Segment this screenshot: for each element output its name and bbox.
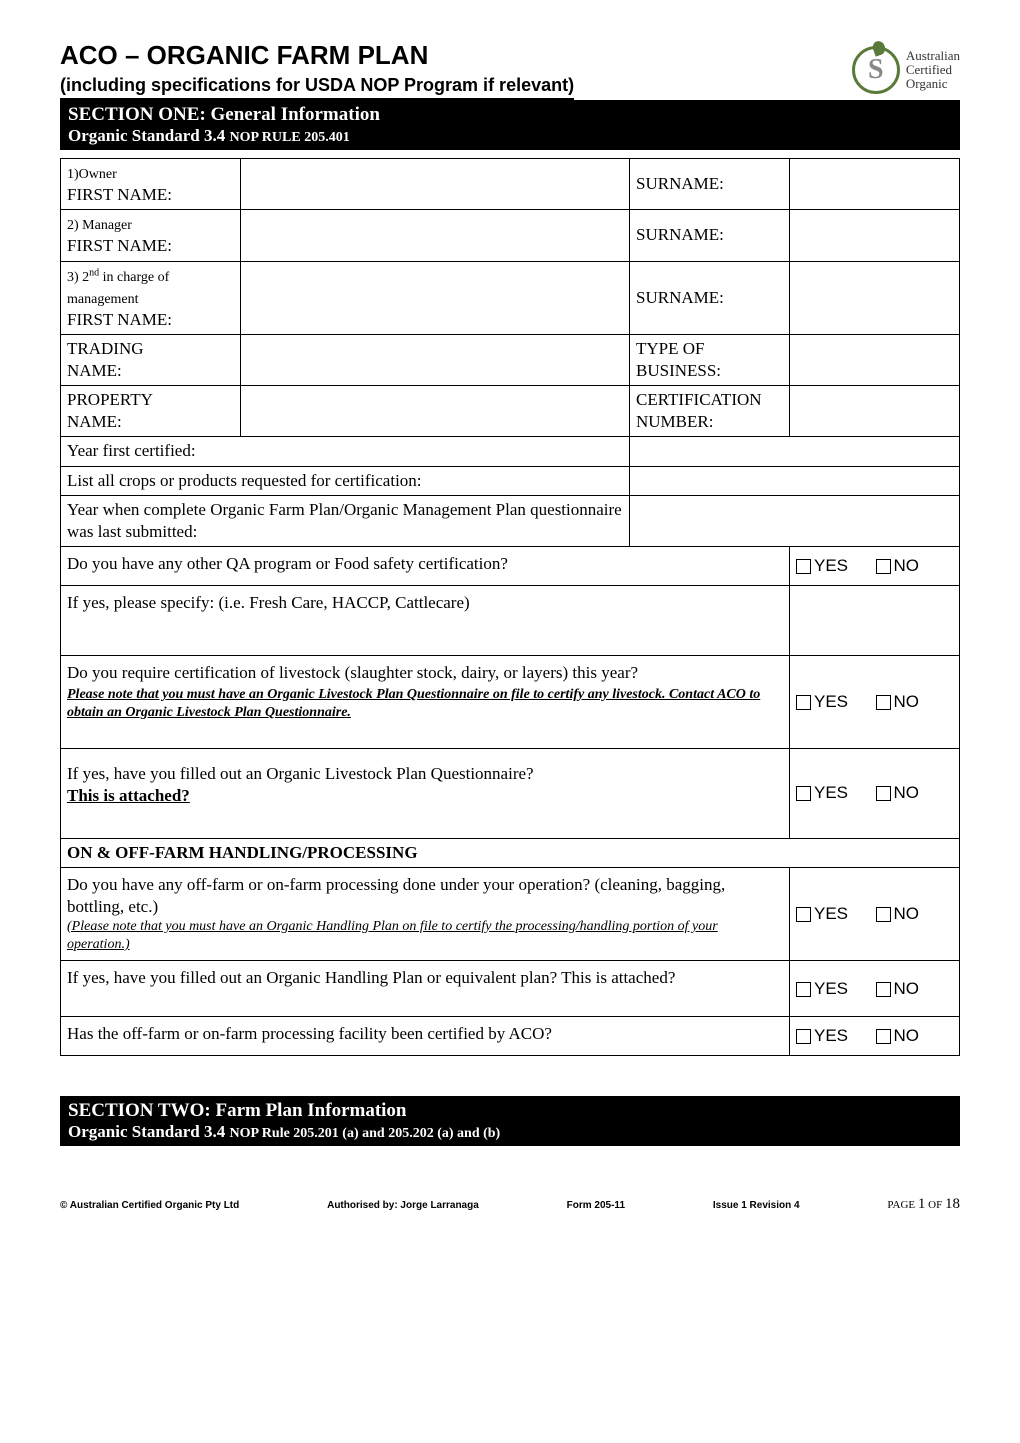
- facility-no-checkbox[interactable]: [876, 1029, 891, 1044]
- logo-text: Australian Certified Organic: [906, 49, 960, 92]
- facility-cert-question: Has the off-farm or on-farm processing f…: [61, 1017, 790, 1056]
- logo-text-line3: Organic: [906, 77, 960, 91]
- owner-label-1: 1)Owner: [67, 167, 117, 182]
- owner-surname-input[interactable]: [790, 159, 960, 210]
- logo-text-line1: Australian: [906, 49, 960, 63]
- logo-text-line2: Certified: [906, 63, 960, 77]
- livestock-question: Do you require certification of livestoc…: [67, 662, 783, 684]
- qa-no-checkbox[interactable]: [876, 559, 891, 574]
- footer-page: PAGE 1 OF 18: [887, 1196, 960, 1213]
- livestock-note: Please note that you must have an Organi…: [67, 686, 783, 722]
- qa-specify-input[interactable]: [790, 585, 960, 655]
- type-label-2: BUSINESS:: [636, 361, 721, 380]
- section-two-standard: Organic Standard 3.4: [68, 1122, 230, 1141]
- qa-program-question: Do you have any other QA program or Food…: [61, 546, 790, 585]
- section-one-header: SECTION ONE: General Information Organic…: [60, 100, 960, 150]
- brand-logo: S Australian Certified Organic: [852, 46, 960, 94]
- section-one-rule: NOP RULE 205.401: [230, 130, 350, 145]
- second-firstname-input[interactable]: [241, 261, 630, 334]
- no-label: NO: [894, 692, 920, 711]
- trading-name-input[interactable]: [241, 335, 630, 386]
- second-label-1: 3) 2nd in charge of: [67, 270, 169, 285]
- livestock-yes-checkbox[interactable]: [796, 695, 811, 710]
- property-label-2: NAME:: [67, 412, 122, 431]
- type-business-input[interactable]: [790, 335, 960, 386]
- no-label: NO: [894, 979, 920, 998]
- handling-no-checkbox[interactable]: [876, 982, 891, 997]
- yes-label: YES: [814, 783, 848, 802]
- manager-surname-label: SURNAME:: [630, 210, 790, 261]
- offfarm-note: (Please note that you must have an Organ…: [67, 918, 783, 954]
- second-surname-input[interactable]: [790, 261, 960, 334]
- second-surname-label: SURNAME:: [630, 261, 790, 334]
- manager-firstname-input[interactable]: [241, 210, 630, 261]
- yes-label: YES: [814, 979, 848, 998]
- offfarm-question: Do you have any off-farm or on-farm proc…: [67, 874, 783, 918]
- livestock-filled-no-checkbox[interactable]: [876, 786, 891, 801]
- cert-label-2: NUMBER:: [636, 412, 713, 431]
- qa-specify-label: If yes, please specify: (i.e. Fresh Care…: [61, 585, 790, 655]
- livestock-filled-yes-checkbox[interactable]: [796, 786, 811, 801]
- cert-number-input[interactable]: [790, 386, 960, 437]
- owner-label-2: FIRST NAME:: [67, 185, 172, 204]
- manager-surname-input[interactable]: [790, 210, 960, 261]
- logo-circle-icon: S: [852, 46, 900, 94]
- cert-label-1: CERTIFICATION: [636, 390, 762, 409]
- document-title: ACO – ORGANIC FARM PLAN: [60, 40, 574, 71]
- footer-copyright: © Australian Certified Organic Pty Ltd: [60, 1200, 239, 1211]
- crops-label: List all crops or products requested for…: [61, 466, 630, 495]
- year-plan-label: Year when complete Organic Farm Plan/Org…: [61, 495, 630, 546]
- yes-label: YES: [814, 1026, 848, 1045]
- property-name-input[interactable]: [241, 386, 630, 437]
- footer-issue: Issue 1 Revision 4: [713, 1200, 800, 1211]
- no-label: NO: [894, 556, 920, 575]
- logo-glyph: S: [868, 54, 884, 86]
- livestock-no-checkbox[interactable]: [876, 695, 891, 710]
- trading-label-1: TRADING: [67, 339, 144, 358]
- owner-surname-label: SURNAME:: [630, 159, 790, 210]
- year-first-input[interactable]: [630, 437, 960, 466]
- section-two-title: SECTION TWO: Farm Plan Information: [68, 1100, 952, 1122]
- manager-label-1: 2) Manager: [67, 218, 132, 233]
- type-label-1: TYPE OF: [636, 339, 704, 358]
- section-one-standard: Organic Standard 3.4: [68, 126, 230, 145]
- section-two-rule: NOP Rule 205.201 (a) and 205.202 (a) and…: [230, 1126, 501, 1141]
- no-label: NO: [894, 1026, 920, 1045]
- section-two-header: SECTION TWO: Farm Plan Information Organ…: [60, 1096, 960, 1146]
- handling-yes-checkbox[interactable]: [796, 982, 811, 997]
- trading-label-2: NAME:: [67, 361, 122, 380]
- second-label-2: management: [67, 292, 139, 307]
- handling-plan-question: If yes, have you filled out an Organic H…: [61, 961, 790, 1017]
- property-label-1: PROPERTY: [67, 390, 153, 409]
- livestock-attached-label: This is attached?: [67, 785, 783, 807]
- footer-authorised: Authorised by: Jorge Larranaga: [327, 1200, 479, 1211]
- no-label: NO: [894, 904, 920, 923]
- yes-label: YES: [814, 556, 848, 575]
- facility-yes-checkbox[interactable]: [796, 1029, 811, 1044]
- page-footer: © Australian Certified Organic Pty Ltd A…: [60, 1196, 960, 1213]
- yes-label: YES: [814, 692, 848, 711]
- crops-input[interactable]: [630, 466, 960, 495]
- second-label-3: FIRST NAME:: [67, 310, 172, 329]
- qa-yes-checkbox[interactable]: [796, 559, 811, 574]
- handling-subheader: ON & OFF-FARM HANDLING/PROCESSING: [61, 838, 960, 867]
- offfarm-no-checkbox[interactable]: [876, 907, 891, 922]
- owner-firstname-input[interactable]: [241, 159, 630, 210]
- year-first-label: Year first certified:: [61, 437, 630, 466]
- no-label: NO: [894, 783, 920, 802]
- livestock-filled-question: If yes, have you filled out an Organic L…: [67, 763, 783, 785]
- document-subtitle: (including specifications for USDA NOP P…: [60, 75, 574, 100]
- section-one-title: SECTION ONE: General Information: [68, 104, 952, 126]
- offfarm-yes-checkbox[interactable]: [796, 907, 811, 922]
- year-plan-input[interactable]: [630, 495, 960, 546]
- manager-label-2: FIRST NAME:: [67, 236, 172, 255]
- yes-label: YES: [814, 904, 848, 923]
- footer-form: Form 205-11: [567, 1200, 625, 1211]
- form-table: 1)Owner FIRST NAME: SURNAME: 2) Manager …: [60, 158, 960, 1056]
